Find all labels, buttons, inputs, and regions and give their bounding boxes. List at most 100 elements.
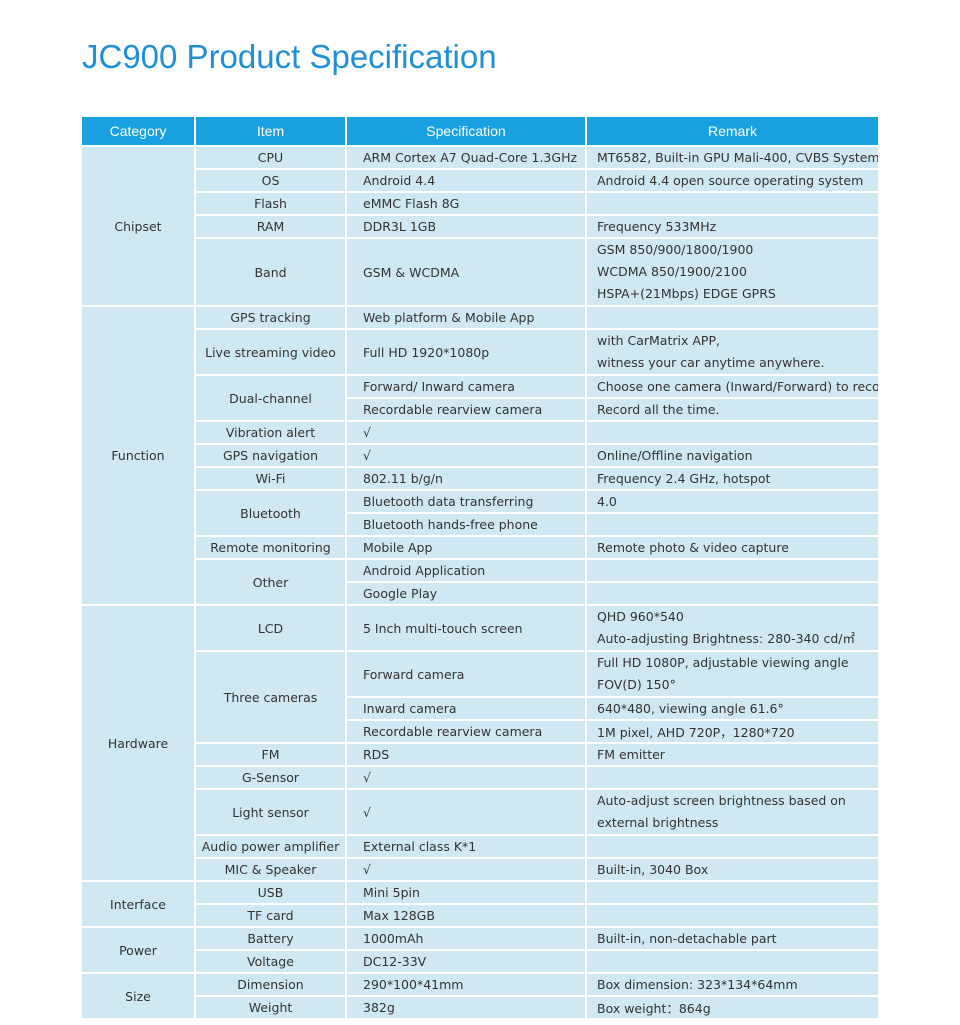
- item-cell: Dimension: [196, 974, 345, 995]
- table-row: MIC & Speaker √ Built-in, 3040 Box: [82, 859, 878, 880]
- remark-cell: Auto-adjust screen brightness based on ex…: [587, 790, 878, 834]
- remark-line: WCDMA 850/1900/2100: [597, 264, 747, 279]
- item-cell: Wi-Fi: [196, 468, 345, 489]
- item-cell: RAM: [196, 216, 345, 237]
- remark-cell: Record all the time.: [587, 399, 878, 420]
- remark-cell: GSM 850/900/1800/1900 WCDMA 850/1900/2100…: [587, 239, 878, 305]
- table-row: G-Sensor √: [82, 767, 878, 788]
- item-cell: CPU: [196, 147, 345, 168]
- table-row: Google Play: [82, 583, 878, 604]
- page-title: JC900 Product Specification: [82, 38, 497, 75]
- spec-cell: ARM Cortex A7 Quad-Core 1.3GHz: [347, 147, 585, 168]
- spec-cell: Google Play: [347, 583, 585, 604]
- spec-cell: Forward/ Inward camera: [347, 376, 585, 397]
- spec-cell: Android Application: [347, 560, 585, 581]
- remark-line: Full HD 1080P, adjustable viewing angle: [597, 655, 849, 670]
- remark-cell: Full HD 1080P, adjustable viewing angle F…: [587, 652, 878, 696]
- spec-cell: RDS: [347, 744, 585, 765]
- remark-cell: [587, 882, 878, 903]
- spec-cell: Bluetooth hands-free phone: [347, 514, 585, 535]
- item-cell: Light sensor: [196, 790, 345, 834]
- spec-cell: External class K*1: [347, 836, 585, 857]
- table-row: Light sensor √ Auto-adjust screen brightne…: [82, 790, 878, 834]
- remark-cell: 640*480, viewing angle 61.6°: [587, 698, 878, 719]
- spec-cell: Inward camera: [347, 698, 585, 719]
- spec-cell: 802.11 b/g/n: [347, 468, 585, 489]
- item-cell: G-Sensor: [196, 767, 345, 788]
- spec-cell: 382g: [347, 997, 585, 1018]
- item-cell: FM: [196, 744, 345, 765]
- remark-cell: [587, 583, 878, 604]
- table-row: Function GPS tracking Web platform & Mobil…: [82, 307, 878, 604]
- remark-cell: Frequency 2.4 GHz, hotspot: [587, 468, 878, 489]
- remark-cell: [587, 905, 878, 926]
- table-row: Weight 382g Box weight：864g: [82, 997, 878, 1018]
- item-cell: TF card: [196, 905, 345, 926]
- item-cell: Three cameras: [196, 652, 345, 742]
- item-cell: Live streaming video: [196, 330, 345, 374]
- item-cell: USB: [196, 882, 345, 903]
- remark-cell: Choose one camera (Inward/Forward) to re…: [587, 376, 878, 397]
- spec-cell: Mini 5pin: [347, 882, 585, 903]
- table-row: Power Battery 1000mAh Built-in, non-detacha…: [82, 928, 878, 972]
- spec-cell: eMMC Flash 8G: [347, 193, 585, 214]
- remark-cell: [587, 836, 878, 857]
- table-row: Live streaming video Full HD 1920*1080p wi…: [82, 330, 878, 374]
- header-cell: Item: [196, 117, 345, 145]
- remark-line: Auto-adjust screen brightness based on: [597, 793, 846, 808]
- spec-cell: DC12-33V: [347, 951, 585, 972]
- header-row: Category Item Specification Remark: [82, 117, 878, 145]
- item-cell: GPS navigation: [196, 445, 345, 466]
- spec-cell: Mobile App: [347, 537, 585, 558]
- remark-cell: [587, 193, 878, 214]
- item-cell: Bluetooth: [196, 491, 345, 535]
- category-cell: Chipset: [82, 147, 194, 305]
- spec-cell: Web platform & Mobile App: [347, 307, 585, 328]
- spec-cell: 5 Inch multi-touch screen: [347, 606, 585, 650]
- remark-cell: [587, 422, 878, 443]
- table-row: Audio power amplifier External class K*1: [82, 836, 878, 857]
- remark-line: FOV(D) 150°: [597, 677, 676, 692]
- table-row: FM RDS FM emitter: [82, 744, 878, 765]
- item-cell: Vibration alert: [196, 422, 345, 443]
- remark-line: witness your car anytime anywhere.: [597, 355, 825, 370]
- spec-cell: GSM & WCDMA: [347, 239, 585, 305]
- spec-cell: Forward camera: [347, 652, 585, 696]
- table-row: TF card Max 128GB: [82, 905, 878, 926]
- remark-cell: Frequency 533MHz: [587, 216, 878, 237]
- spec-cell: Recordable rearview camera: [347, 721, 585, 742]
- spec-cell: Full HD 1920*1080p: [347, 330, 585, 374]
- table-row: Inward camera 640*480, viewing angle 61.6…: [82, 698, 878, 719]
- remark-cell: Box weight：864g: [587, 997, 878, 1018]
- remark-cell: Android 4.4 open source operating system: [587, 170, 878, 191]
- item-cell: LCD: [196, 606, 345, 650]
- table-row: Three cameras Forward camera Full HD 1080P…: [82, 652, 878, 742]
- remark-cell: 1M pixel, AHD 720P，1280*720: [587, 721, 878, 742]
- spec-cell: √: [347, 790, 585, 834]
- table-row: Chipset CPU ARM Cortex A7 Quad-Core 1.3GHz…: [82, 147, 878, 305]
- table-row: Vibration alert √: [82, 422, 878, 443]
- spec-table: Category Item Specification Remark Chips…: [80, 115, 880, 1020]
- table-row: Voltage DC12-33V: [82, 951, 878, 972]
- table-row: Dual-channel Forward/ Inward camera Choose…: [82, 376, 878, 420]
- remark-cell: 4.0: [587, 491, 878, 512]
- table-row: Bluetooth Bluetooth data transferring 4.0: [82, 491, 878, 535]
- item-cell: OS: [196, 170, 345, 191]
- remark-cell: FM emitter: [587, 744, 878, 765]
- remark-cell: [587, 307, 878, 328]
- remark-cell: Built-in, non-detachable part: [587, 928, 878, 949]
- table-row: RAM DDR3L 1GB Frequency 533MHz: [82, 216, 878, 237]
- category-cell: Interface: [82, 882, 194, 926]
- table-row: Band GSM & WCDMA GSM 850/900/1800/1900 WCDM…: [82, 239, 878, 305]
- spec-cell: 290*100*41mm: [347, 974, 585, 995]
- item-cell: Remote monitoring: [196, 537, 345, 558]
- spec-cell: Recordable rearview camera: [347, 399, 585, 420]
- spec-cell: √: [347, 859, 585, 880]
- table-row: Bluetooth hands-free phone: [82, 514, 878, 535]
- header-cell: Category: [82, 117, 194, 145]
- item-cell: Weight: [196, 997, 345, 1018]
- item-cell: Band: [196, 239, 345, 305]
- remark-cell: [587, 767, 878, 788]
- item-cell: Flash: [196, 193, 345, 214]
- remark-cell: QHD 960*540 Auto-adjusting Brightness: 28…: [587, 606, 878, 650]
